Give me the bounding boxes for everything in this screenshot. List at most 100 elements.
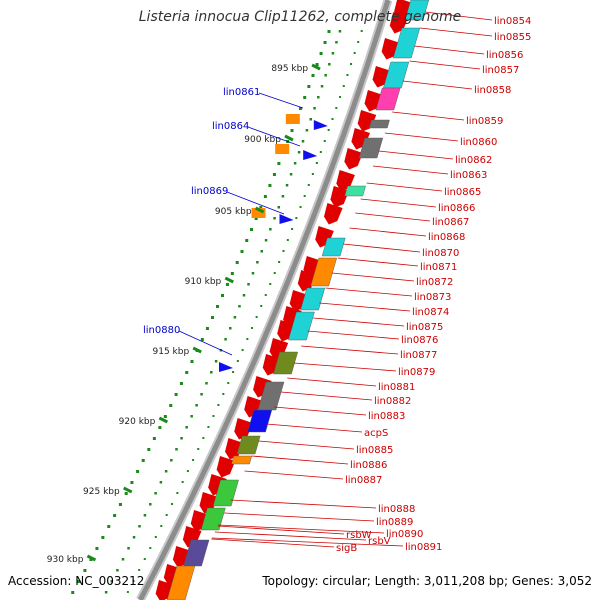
guide-dot: [353, 52, 356, 54]
guide-dot: [299, 107, 303, 110]
feature-box: [321, 237, 346, 257]
gene-label[interactable]: lin0862: [455, 155, 492, 166]
backbone-line: [137, 0, 391, 600]
gene-label[interactable]: lin0854: [494, 16, 531, 27]
gene-label[interactable]: lin0874: [412, 307, 449, 318]
gene-label[interactable]: lin0861: [223, 87, 260, 98]
leader-line: [211, 538, 335, 548]
gene-label[interactable]: rsbV: [368, 536, 391, 547]
guide-dot: [320, 85, 324, 88]
guide-dot: [152, 437, 156, 440]
left-strand-box: [251, 208, 266, 218]
gene-label[interactable]: lin0858: [474, 85, 511, 96]
leader-line: [319, 302, 411, 312]
genome-backbone: [136, 0, 393, 600]
left-gene-labels[interactable]: lin0861 lin0864 lin0869 lin0880: [143, 87, 304, 356]
gene-label[interactable]: lin0887: [345, 475, 382, 486]
guide-dot: [339, 96, 342, 98]
guide-dot: [186, 470, 189, 472]
gene-label[interactable]: lin0880: [143, 325, 180, 336]
kbp-label: 920 kbp: [119, 417, 156, 427]
left-strand-arrow: [303, 150, 318, 160]
guide-dot: [331, 118, 334, 120]
feature-box: [375, 87, 401, 111]
gene-label[interactable]: lin0871: [420, 262, 457, 273]
gene-label[interactable]: sigB: [336, 543, 357, 554]
leader-line: [178, 330, 233, 356]
guide-dot: [185, 426, 188, 429]
gene-label[interactable]: lin0877: [400, 350, 437, 361]
gene-label[interactable]: lin0881: [378, 382, 415, 393]
gene-label[interactable]: lin0883: [368, 411, 405, 422]
guide-dot: [149, 503, 152, 506]
dotted-guides: [71, 30, 363, 594]
leader-line: [226, 191, 285, 215]
guide-dot: [179, 382, 183, 385]
guide-dot: [278, 261, 281, 263]
guide-dot: [277, 206, 281, 209]
guide-dot: [143, 514, 147, 517]
right-gene-labels[interactable]: lin0854 lin0855 lin0856 lin0857 lin0858 lin08…: [211, 11, 531, 554]
guide-dot: [313, 107, 316, 110]
gene-label[interactable]: lin0889: [376, 517, 413, 528]
guide-dot: [235, 261, 239, 264]
gene-label[interactable]: lin0890: [386, 529, 423, 540]
leader-line: [211, 537, 404, 547]
gene-label[interactable]: lin0864: [212, 121, 249, 132]
guide-dot: [212, 415, 215, 417]
guide-dot: [216, 305, 220, 308]
leader-line: [313, 317, 405, 327]
gene-label[interactable]: lin0866: [438, 203, 475, 214]
guide-dot: [317, 96, 320, 99]
gene-label[interactable]: lin0886: [350, 460, 387, 471]
gene-label[interactable]: lin0855: [494, 32, 531, 43]
guide-dot: [95, 547, 99, 550]
gene-label[interactable]: lin0891: [405, 542, 442, 553]
gene-label[interactable]: lin0867: [432, 217, 469, 228]
guide-dot: [242, 294, 246, 297]
gene-label[interactable]: lin0856: [486, 50, 523, 61]
gene-label[interactable]: lin0863: [450, 170, 487, 181]
accession-text: Accession: NC_003212: [8, 574, 145, 588]
kbp-scale: 895 kbp 900 kbp 905 kbp 910 kbp 915 kbp 920 k…: [47, 63, 321, 565]
feature-box: [166, 565, 196, 600]
gene-label[interactable]: lin0879: [398, 367, 435, 378]
guide-dot: [272, 173, 276, 176]
gene-label[interactable]: lin0876: [401, 335, 438, 346]
guide-dot: [260, 305, 263, 307]
guide-dot: [230, 272, 234, 275]
guide-dot: [255, 316, 258, 318]
guide-dot: [190, 415, 193, 418]
gene-label[interactable]: lin0885: [356, 445, 393, 456]
gene-label[interactable]: lin0873: [414, 292, 451, 303]
gene-label[interactable]: lin0882: [374, 396, 411, 407]
gene-label[interactable]: acpS: [364, 428, 388, 439]
gene-label[interactable]: lin0872: [416, 277, 453, 288]
kbp-tick: [192, 346, 202, 354]
feature-box: [392, 27, 421, 59]
guide-dot: [305, 129, 309, 132]
gene-label[interactable]: lin0888: [378, 504, 415, 515]
leader-line: [218, 524, 385, 534]
gene-label[interactable]: lin0870: [422, 248, 459, 259]
guide-dot: [307, 184, 310, 186]
guide-dot: [324, 74, 327, 77]
gene-label[interactable]: lin0859: [466, 116, 503, 127]
gene-label[interactable]: lin0865: [444, 187, 481, 198]
guide-dot: [268, 184, 272, 187]
gene-label[interactable]: rsbW: [346, 530, 372, 541]
feature-box: [404, 0, 430, 21]
kbp-label: 915 kbp: [153, 347, 190, 357]
guide-dot: [331, 52, 335, 55]
gene-features: [155, 0, 430, 600]
guide-dot: [360, 30, 363, 32]
gene-label[interactable]: lin0868: [428, 232, 465, 243]
guide-dot: [260, 250, 263, 253]
gene-label[interactable]: lin0869: [191, 186, 228, 197]
gene-label[interactable]: lin0857: [482, 65, 519, 76]
guide-dot: [136, 470, 140, 473]
leader-line: [307, 330, 400, 340]
gene-label[interactable]: lin0875: [406, 322, 443, 333]
leader-line: [402, 80, 473, 90]
gene-label[interactable]: lin0860: [460, 137, 497, 148]
